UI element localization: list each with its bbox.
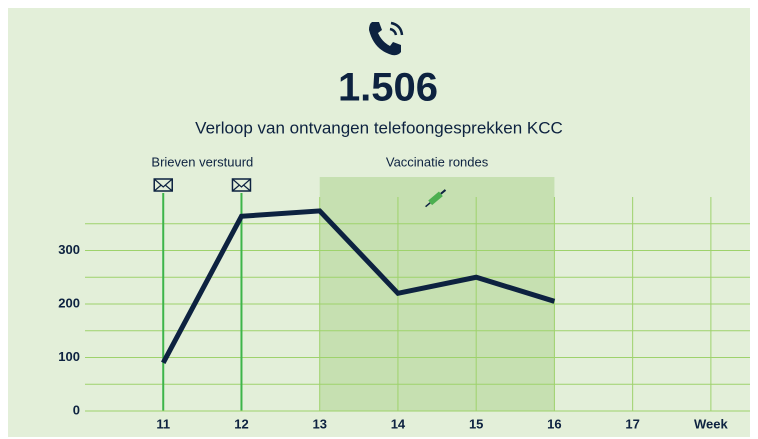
envelope-flap bbox=[232, 178, 251, 192]
syringe-body bbox=[428, 191, 443, 206]
data-line bbox=[161, 208, 556, 365]
phone-icon bbox=[369, 21, 404, 56]
syringe-needle bbox=[425, 202, 431, 208]
syringe-icon bbox=[425, 189, 447, 208]
y-tick-label: 100 bbox=[58, 349, 80, 364]
shaded-region bbox=[319, 177, 555, 411]
x-tick-label: 16 bbox=[547, 416, 561, 431]
envelope-flap bbox=[153, 178, 173, 192]
y-tick-label: 200 bbox=[58, 295, 80, 310]
x-tick-label: 14 bbox=[391, 416, 406, 431]
x-tick-label: 17 bbox=[625, 416, 639, 431]
x-tick-label: 13 bbox=[312, 416, 326, 431]
x-tick-label: 12 bbox=[234, 416, 248, 431]
envelope-body bbox=[153, 178, 173, 192]
envelope-icon bbox=[153, 178, 173, 192]
annotation-label: Vaccinatie rondes bbox=[386, 154, 489, 169]
y-tick-label: 300 bbox=[58, 242, 80, 257]
envelope-icon bbox=[231, 178, 252, 192]
x-tick-label: 15 bbox=[469, 416, 483, 431]
y-tick-label: 0 bbox=[73, 402, 80, 417]
x-tick-label: Week bbox=[694, 416, 728, 431]
x-tick-label: 11 bbox=[156, 416, 170, 431]
chart-title: Verloop van ontvangen telefoongesprekken… bbox=[195, 118, 563, 137]
envelope-body bbox=[231, 178, 252, 192]
annotation-label: Brieven verstuurd bbox=[151, 154, 253, 169]
headline: 1.506 bbox=[338, 66, 438, 110]
syringe-plunger bbox=[440, 189, 447, 195]
